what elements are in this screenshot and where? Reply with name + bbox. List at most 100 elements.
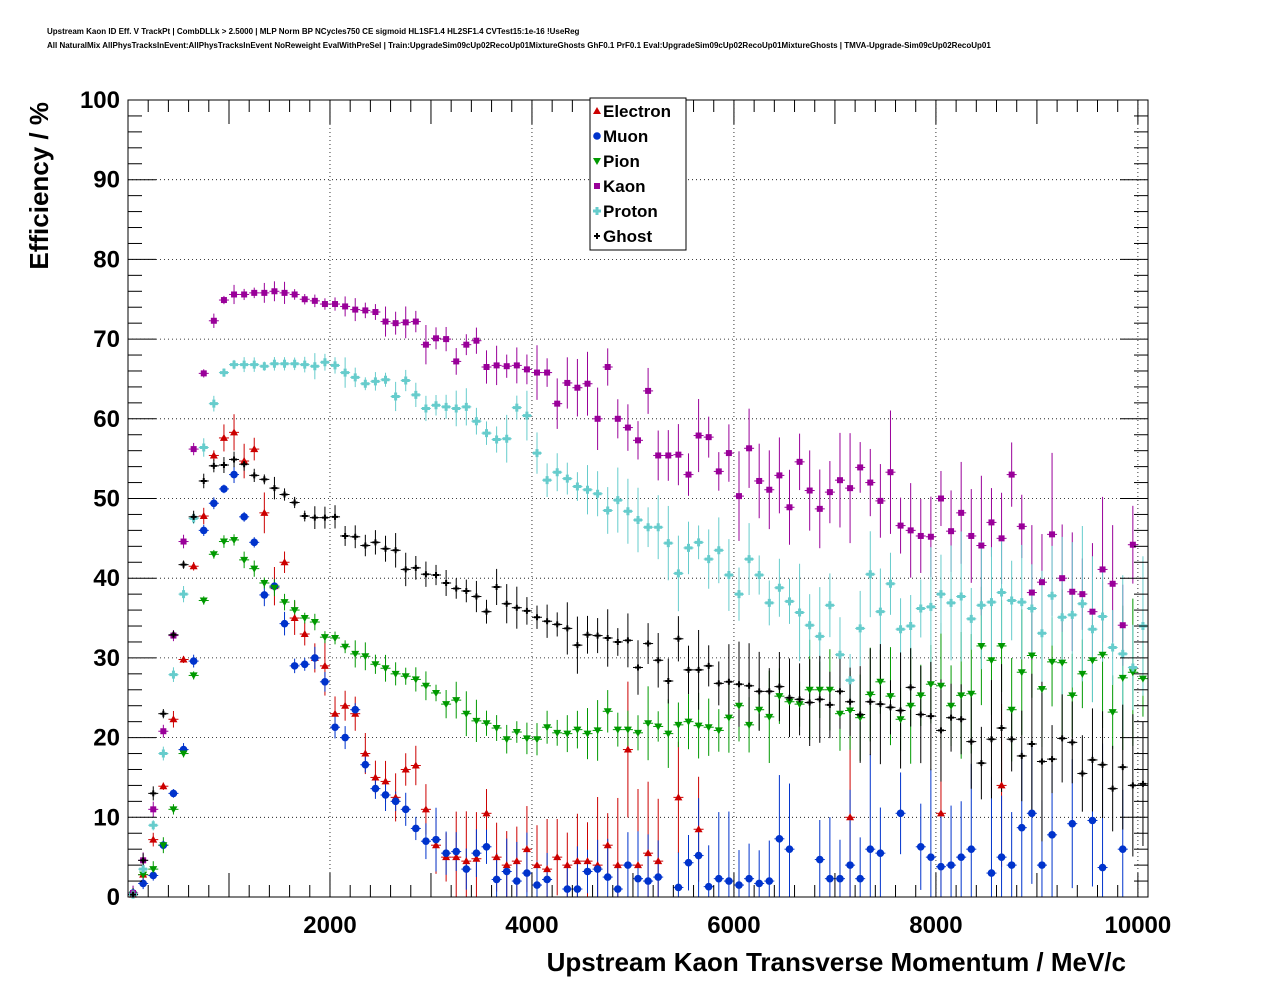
y-tick-label: 10 xyxy=(93,804,120,831)
proton-point xyxy=(745,555,754,564)
ghost-point xyxy=(927,713,934,720)
kaon-point xyxy=(1008,471,1015,478)
kaon-point xyxy=(463,341,470,348)
proton-point xyxy=(260,362,269,371)
electron-point xyxy=(583,857,592,865)
ghost-point xyxy=(180,561,187,568)
kaon-point xyxy=(342,303,349,310)
kaon-point xyxy=(433,335,440,342)
pion-point xyxy=(765,713,774,721)
muon-point xyxy=(149,871,158,880)
proton-point xyxy=(634,516,642,525)
electron-point xyxy=(512,857,521,865)
electron-point xyxy=(199,512,208,520)
electron-point xyxy=(290,614,299,622)
proton-point xyxy=(391,392,400,401)
kaon-point xyxy=(554,400,561,407)
muon-point xyxy=(644,877,652,885)
pion-point xyxy=(381,665,390,673)
kaon-point xyxy=(190,446,197,453)
ghost-point xyxy=(392,547,399,554)
proton-point xyxy=(230,360,239,369)
kaon-point xyxy=(301,296,308,303)
proton-point xyxy=(219,368,228,377)
ghost-point xyxy=(150,790,157,797)
muon-point xyxy=(583,867,592,876)
ghost-point xyxy=(412,564,419,571)
electron-point xyxy=(997,781,1006,789)
proton-point xyxy=(462,402,471,411)
electron-point xyxy=(522,845,531,853)
muon-point xyxy=(482,842,491,851)
electron-point xyxy=(381,777,390,785)
pion-point xyxy=(603,708,612,716)
ghost-point xyxy=(685,666,692,673)
muon-point xyxy=(624,861,632,869)
kaon-point xyxy=(220,297,227,304)
ghost-point xyxy=(544,618,551,625)
pion-point xyxy=(704,724,713,732)
ghost-point xyxy=(271,485,278,492)
pion-point xyxy=(835,710,844,718)
kaon-point xyxy=(382,318,389,325)
proton-point xyxy=(543,476,552,485)
electron-point xyxy=(533,861,542,869)
muon-point xyxy=(230,470,238,479)
pion-point xyxy=(149,866,158,874)
proton-point xyxy=(795,608,804,617)
chart-title-line-2: All NaturalMix AllPhysTracksInEvent:AllP… xyxy=(47,41,991,50)
ghost-point xyxy=(776,683,783,690)
ghost-point xyxy=(1119,764,1126,771)
ghost-point xyxy=(746,682,753,689)
pion-point xyxy=(694,722,703,730)
proton-point xyxy=(280,359,289,368)
ghost-point xyxy=(160,710,167,717)
proton-point xyxy=(755,571,764,580)
kaon-point xyxy=(180,538,187,545)
kaon-point xyxy=(251,289,258,296)
ghost-point xyxy=(574,642,581,649)
proton-point xyxy=(906,622,915,631)
electron-point xyxy=(260,508,269,516)
kaon-point xyxy=(210,317,217,324)
ghost-point xyxy=(342,532,349,539)
muon-point xyxy=(927,853,935,861)
ghost-point xyxy=(251,472,258,479)
ghost-point xyxy=(584,631,591,638)
muon-point xyxy=(1088,816,1097,825)
tick-labels: 0 10 20 30 40 50 60 70 80 90 100 2000 4000 6000 8000 10… xyxy=(80,87,1171,939)
pion-point xyxy=(512,729,521,737)
electron-point xyxy=(432,841,441,849)
kaon-point xyxy=(927,533,934,540)
muon-legend-label: Muon xyxy=(603,127,648,146)
kaon-point xyxy=(523,366,530,373)
pion-point xyxy=(331,634,340,642)
ghost-point xyxy=(190,513,197,520)
pion-point xyxy=(432,689,441,697)
ghost-point xyxy=(645,640,652,647)
pion-point xyxy=(230,536,239,544)
kaon-point xyxy=(725,450,732,457)
muon-point xyxy=(725,877,733,885)
pion-point xyxy=(926,681,935,689)
muon-point xyxy=(1007,861,1016,869)
ghost-point xyxy=(1139,780,1146,787)
pion-point xyxy=(876,678,885,686)
y-tick-label: 80 xyxy=(93,246,120,273)
muon-point xyxy=(169,789,178,798)
kaon-legend-label: Kaon xyxy=(603,177,646,196)
kaon-point xyxy=(756,477,763,484)
electron-point xyxy=(240,457,249,465)
proton-point xyxy=(512,403,521,412)
kaon-point xyxy=(786,504,793,511)
pion-point xyxy=(260,579,269,587)
proton-point xyxy=(815,632,824,641)
ghost-point xyxy=(735,681,742,688)
kaon-point xyxy=(392,320,399,327)
muon-point xyxy=(422,837,430,846)
pion-point xyxy=(936,682,945,690)
ghost-point xyxy=(948,714,955,721)
muon-point xyxy=(351,705,360,714)
muon-point xyxy=(1118,845,1127,853)
pion-point xyxy=(795,701,804,709)
